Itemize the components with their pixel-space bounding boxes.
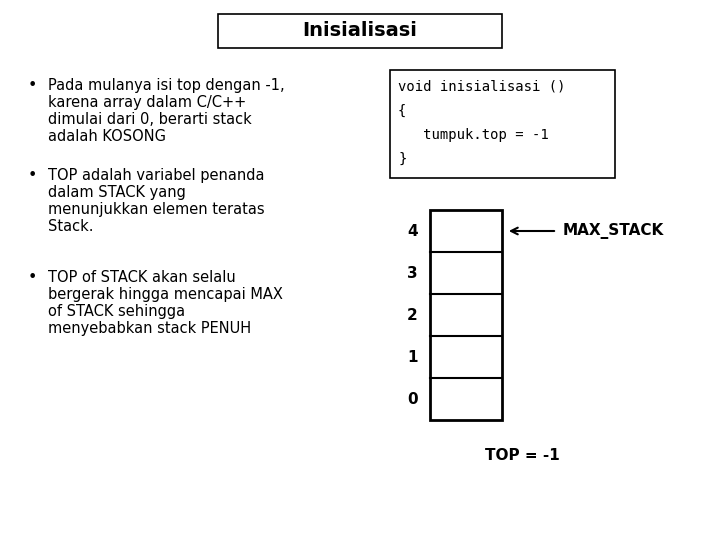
Text: TOP = -1: TOP = -1 — [485, 448, 559, 463]
Text: •: • — [28, 78, 37, 93]
Text: }: } — [398, 152, 406, 166]
Text: TOP of STACK akan selalu: TOP of STACK akan selalu — [48, 270, 235, 285]
Text: dalam STACK yang: dalam STACK yang — [48, 185, 186, 200]
FancyBboxPatch shape — [390, 70, 615, 178]
Text: bergerak hingga mencapai MAX: bergerak hingga mencapai MAX — [48, 287, 283, 302]
Text: menyebabkan stack PENUH: menyebabkan stack PENUH — [48, 321, 251, 336]
Text: 1: 1 — [408, 349, 418, 364]
Text: 3: 3 — [408, 266, 418, 280]
Text: void inisialisasi (): void inisialisasi () — [398, 80, 565, 94]
Text: menunjukkan elemen teratas: menunjukkan elemen teratas — [48, 202, 265, 217]
Text: MAX_STACK: MAX_STACK — [563, 223, 665, 239]
Text: 0: 0 — [408, 392, 418, 407]
Text: karena array dalam C/C++: karena array dalam C/C++ — [48, 95, 246, 110]
Text: Inisialisasi: Inisialisasi — [302, 22, 418, 40]
Text: {: { — [398, 104, 406, 118]
Text: Pada mulanya isi top dengan -1,: Pada mulanya isi top dengan -1, — [48, 78, 284, 93]
Text: 4: 4 — [408, 224, 418, 239]
Text: •: • — [28, 168, 37, 183]
Text: adalah KOSONG: adalah KOSONG — [48, 129, 166, 144]
Text: Stack.: Stack. — [48, 219, 94, 234]
FancyBboxPatch shape — [430, 210, 502, 420]
Text: dimulai dari 0, berarti stack: dimulai dari 0, berarti stack — [48, 112, 252, 127]
Text: of STACK sehingga: of STACK sehingga — [48, 304, 185, 319]
Text: •: • — [28, 270, 37, 285]
FancyBboxPatch shape — [218, 14, 502, 48]
Text: TOP adalah variabel penanda: TOP adalah variabel penanda — [48, 168, 264, 183]
Text: 2: 2 — [408, 307, 418, 322]
Text: tumpuk.top = -1: tumpuk.top = -1 — [398, 128, 549, 142]
